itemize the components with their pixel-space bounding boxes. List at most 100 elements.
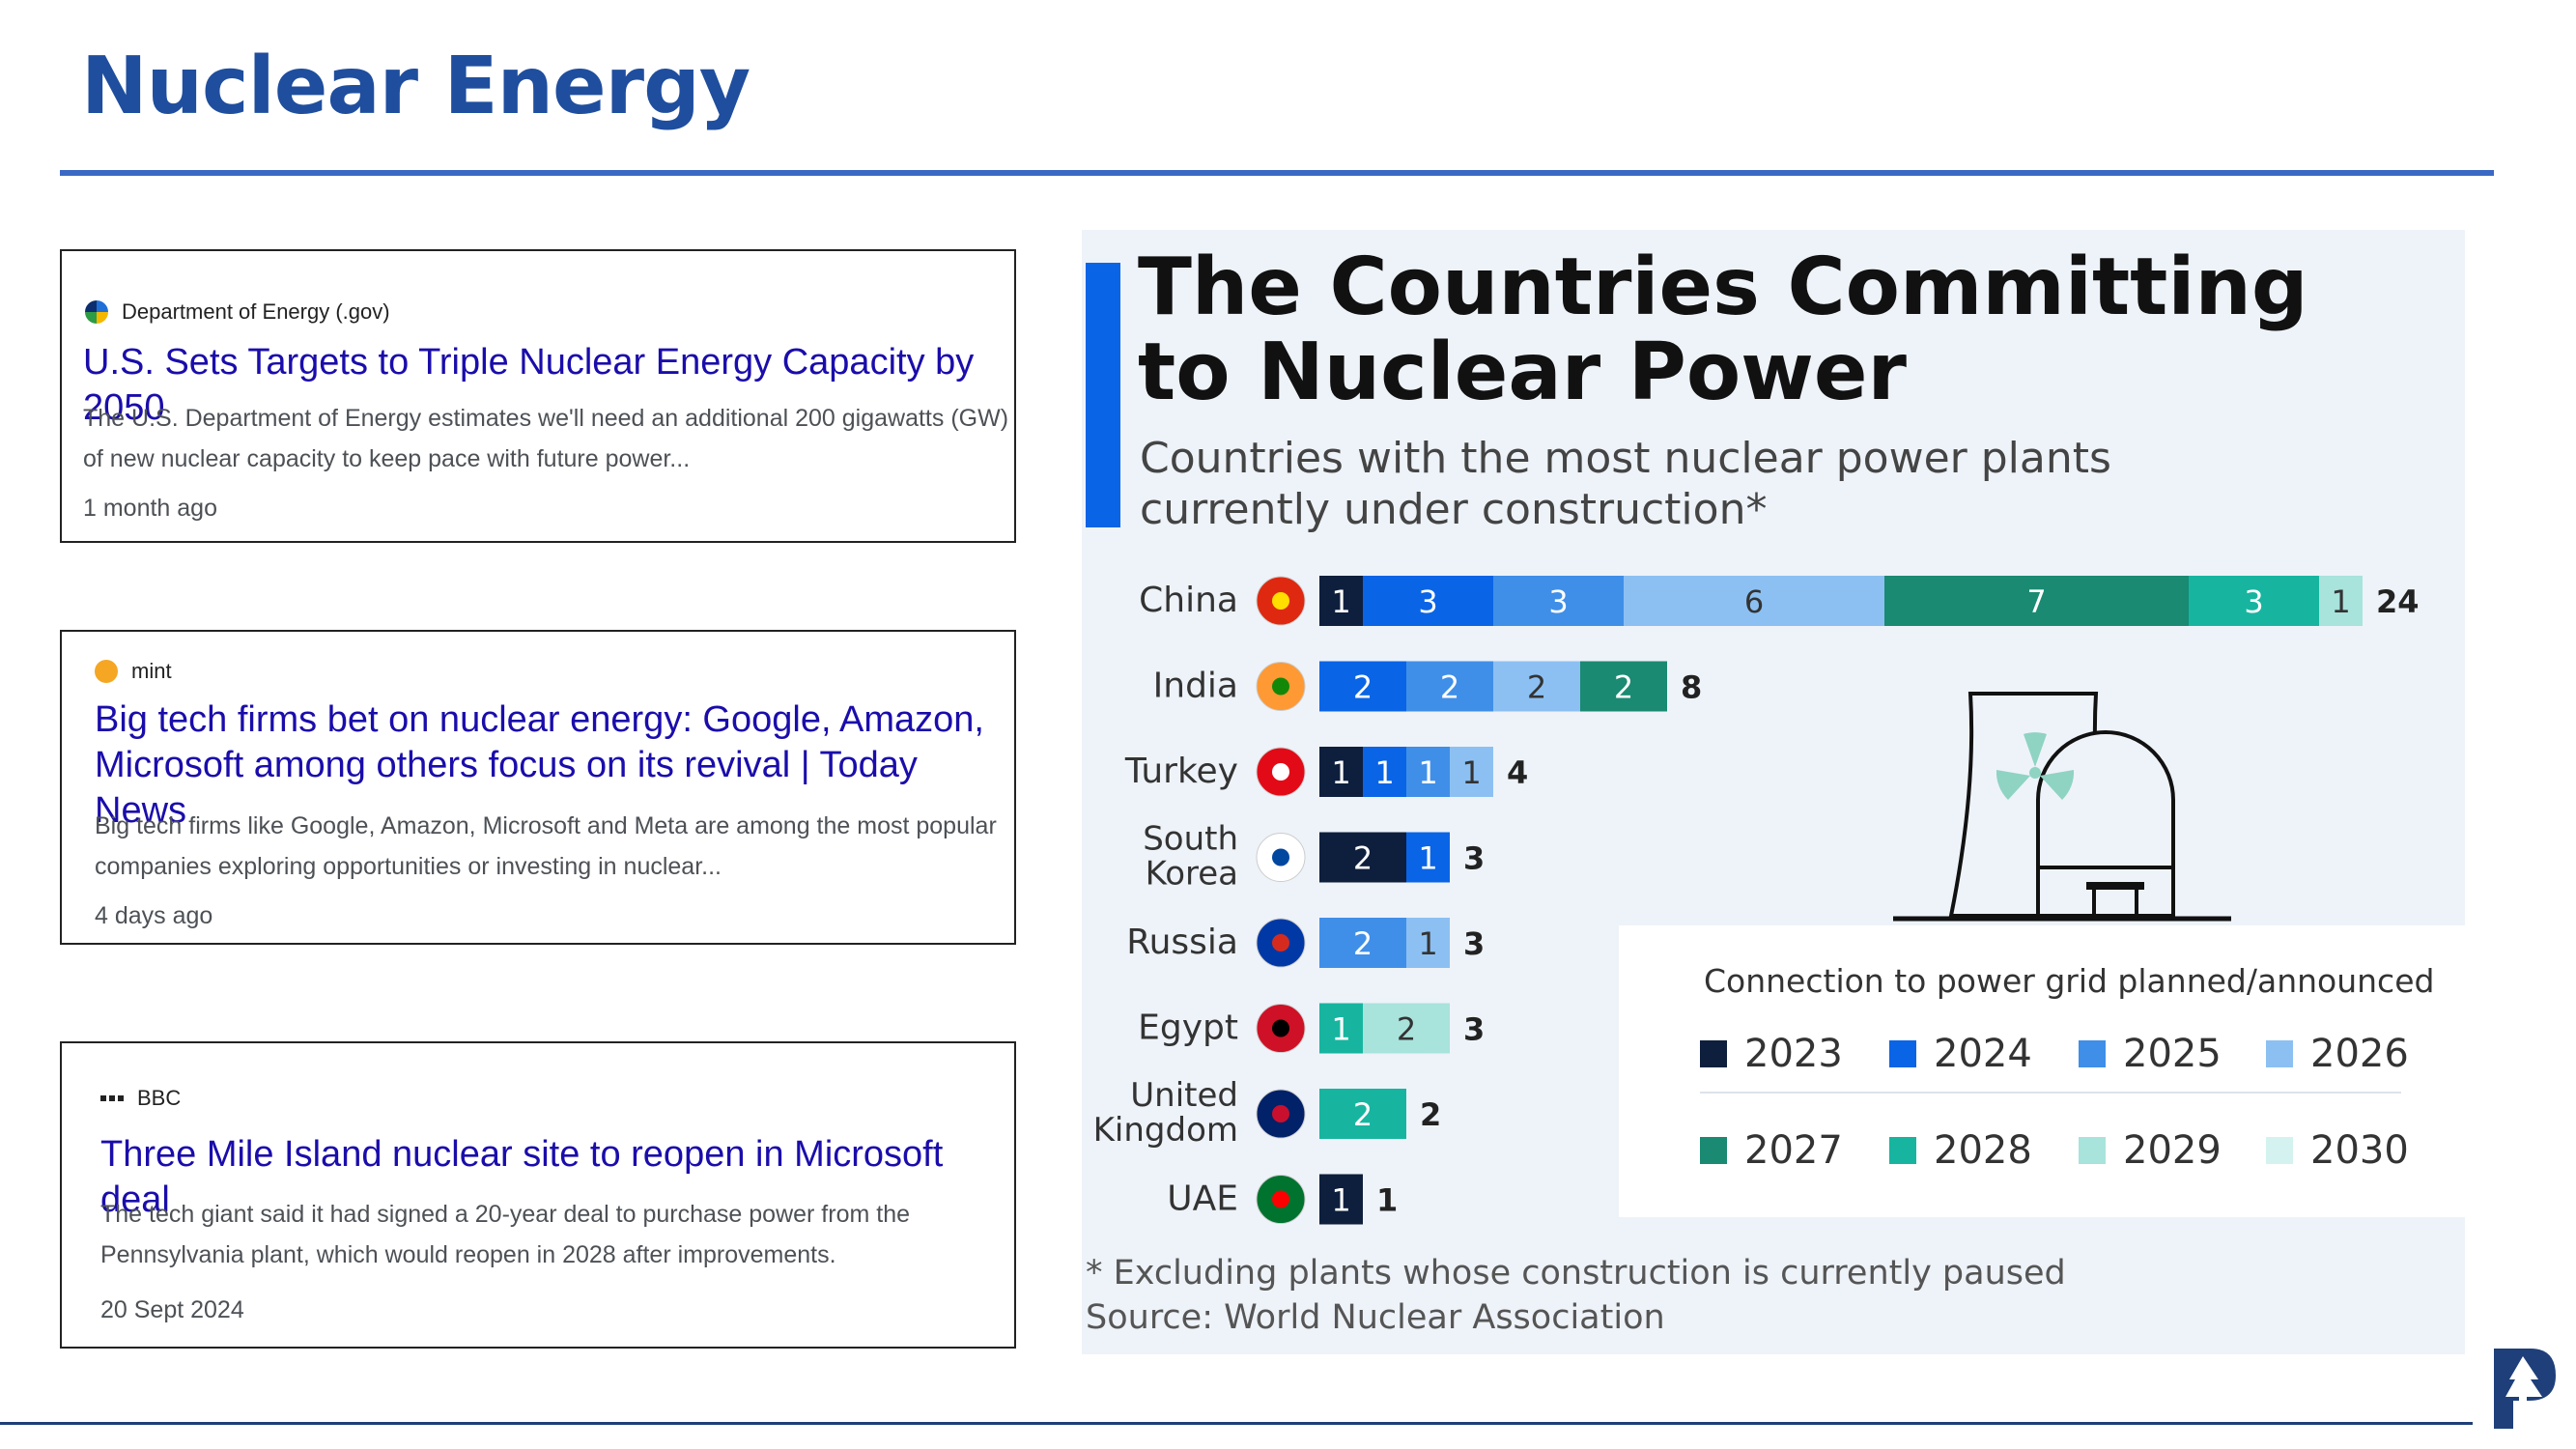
total-label: 3: [1463, 840, 1485, 877]
segment-label: 1: [1418, 840, 1437, 877]
segment-label: 7: [2026, 583, 2046, 620]
bar-segment: [1884, 576, 2189, 626]
flag-emblem: [1272, 848, 1289, 867]
segment-label: 2: [1353, 840, 1373, 877]
headline-line: Microsoft among others focus on its revi…: [95, 745, 918, 831]
legend-item-2023: 2023: [1700, 1032, 1843, 1076]
flag-emblem: [1272, 934, 1289, 952]
chart-footnote: * Excluding plants whose construction is…: [1086, 1254, 2066, 1293]
news-card-doe[interactable]: Department of Energy (.gov) U.S. Sets Ta…: [60, 249, 1016, 543]
card-headline[interactable]: Big tech firms bet on nuclear energy: Go…: [95, 697, 1014, 834]
segment-label: 1: [1418, 925, 1437, 962]
bar-segment: [1580, 661, 1667, 712]
chart-title-line: to Nuclear Power: [1138, 327, 1907, 418]
card-source: BBC: [100, 1086, 181, 1111]
legend-item-2024: 2024: [1889, 1032, 2032, 1076]
news-card-mint[interactable]: mint Big tech firms bet on nuclear energ…: [60, 630, 1016, 945]
category-label: India: [1153, 667, 1238, 706]
bar-segment: [1319, 661, 1406, 712]
total-label: 8: [1681, 669, 1702, 706]
legend-item-2027: 2027: [1700, 1128, 1843, 1173]
chart-title-line: The Countries Committing: [1138, 242, 2308, 333]
segment-label: 1: [1331, 583, 1350, 620]
chart-title-accent: [1086, 263, 1120, 527]
bar-segment: [2319, 576, 2363, 626]
doe-seal-icon: [85, 300, 108, 324]
bar-segment: [2189, 576, 2319, 626]
flag-emblem: [1272, 1190, 1289, 1208]
segment-label: 1: [1461, 754, 1481, 791]
segment-label: 1: [1331, 754, 1350, 791]
bar-segment: [1363, 1003, 1450, 1054]
chart-legend: Connection to power grid planned/announc…: [1619, 925, 2465, 1217]
bar-segment: [1319, 832, 1406, 883]
category-label: United: [1130, 1076, 1238, 1115]
chart-subtitle: Countries with the most nuclear power pl…: [1140, 433, 2111, 535]
card-source: mint: [95, 659, 172, 684]
bar-segment: [1406, 747, 1450, 797]
card-snippet: The tech giant said it had signed a 20-y…: [100, 1194, 910, 1275]
bar-segment: [1319, 918, 1406, 968]
bar-segment: [1493, 576, 1624, 626]
flag-emblem: [1272, 1019, 1289, 1037]
legend-divider: [1700, 1092, 2401, 1094]
bar-segment: [1406, 918, 1450, 968]
mint-logo-icon: [95, 660, 118, 683]
card-age: 20 Sept 2024: [100, 1296, 244, 1323]
chart-title: The Countries Committing to Nuclear Powe…: [1138, 245, 2308, 415]
category-label: Korea: [1146, 855, 1238, 894]
news-card-bbc[interactable]: BBC Three Mile Island nuclear site to re…: [60, 1041, 1016, 1349]
slide-title: Nuclear Energy: [81, 41, 750, 132]
bbc-logo-icon: [100, 1095, 124, 1101]
segment-label: 2: [1440, 669, 1459, 706]
chart-subtitle-line: currently under construction*: [1140, 485, 1768, 534]
bar-segment: [1363, 747, 1406, 797]
legend-item-2028: 2028: [1889, 1128, 2032, 1173]
category-label: UAE: [1167, 1179, 1238, 1219]
chart-source: Source: World Nuclear Association: [1086, 1298, 1665, 1337]
category-label: South: [1143, 820, 1238, 859]
legend-item-2029: 2029: [2079, 1128, 2222, 1173]
card-source-label: BBC: [137, 1086, 182, 1110]
bar-segment: [1406, 661, 1493, 712]
chart-subtitle-line: Countries with the most nuclear power pl…: [1140, 434, 2111, 483]
segment-label: 2: [1353, 1096, 1373, 1133]
snippet-line: Pennsylvania plant, which would reopen i…: [100, 1241, 836, 1268]
card-source-label: Department of Energy (.gov): [122, 299, 390, 324]
segment-label: 3: [2244, 583, 2263, 620]
category-label: Russia: [1126, 923, 1238, 962]
snippet-line: The U.S. Department of Energy estimates …: [83, 405, 1009, 432]
segment-label: 2: [1353, 669, 1373, 706]
total-label: 24: [2376, 583, 2420, 620]
bar-segment: [1450, 747, 1493, 797]
segment-label: 1: [1418, 754, 1437, 791]
card-headline[interactable]: Three Mile Island nuclear site to reopen…: [100, 1134, 944, 1220]
segment-label: 3: [1418, 583, 1437, 620]
segment-label: 1: [1374, 754, 1394, 791]
segment-label: 2: [1527, 669, 1546, 706]
total-label: 1: [1376, 1182, 1398, 1219]
snippet-line: Big tech firms like Google, Amazon, Micr…: [95, 812, 997, 839]
segment-label: 1: [1331, 1011, 1350, 1048]
bar-segment: [1319, 1003, 1363, 1054]
bar-segment: [1319, 747, 1363, 797]
card-headline[interactable]: U.S. Sets Targets to Triple Nuclear Ener…: [83, 342, 975, 428]
snippet-line: companies exploring opportunities or inv…: [95, 853, 722, 880]
bar-segment: [1493, 661, 1580, 712]
card-source-label: mint: [131, 659, 172, 683]
total-label: 3: [1463, 925, 1485, 962]
bar-segment: [1406, 832, 1450, 883]
category-label: Kingdom: [1093, 1111, 1238, 1150]
legend-item-2025: 2025: [2079, 1032, 2222, 1076]
legend-title: Connection to power grid planned/announc…: [1704, 962, 2435, 1000]
segment-label: 1: [2331, 583, 2350, 620]
card-age: 1 month ago: [83, 495, 217, 522]
segment-label: 2: [1353, 925, 1373, 962]
flag-emblem: [1272, 677, 1289, 696]
flag-emblem: [1272, 763, 1289, 781]
bar-segment: [1363, 576, 1493, 626]
radiation-icon: [1996, 732, 2075, 800]
total-label: 2: [1420, 1096, 1441, 1133]
segment-label: 3: [1548, 583, 1568, 620]
